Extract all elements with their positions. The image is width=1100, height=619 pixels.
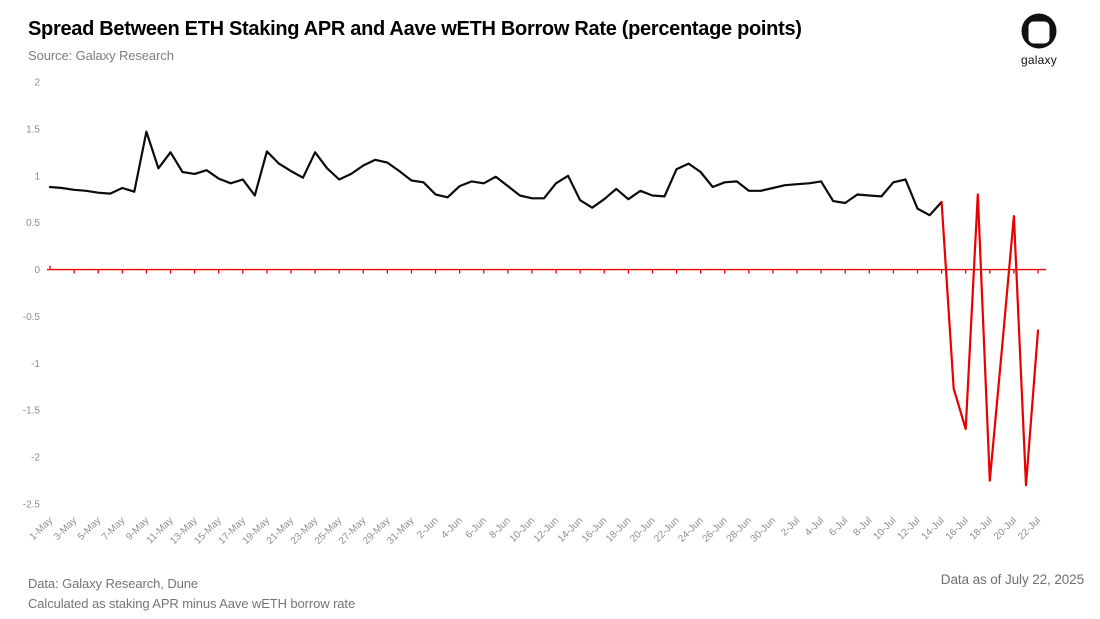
galaxy-logo-label: galaxy <box>1021 53 1057 67</box>
svg-text:6-Jul: 6-Jul <box>827 515 850 538</box>
svg-text:2-Jun: 2-Jun <box>415 515 440 540</box>
svg-text:16-Jul: 16-Jul <box>944 515 971 542</box>
svg-text:12-Jul: 12-Jul <box>896 515 923 542</box>
svg-text:6-Jun: 6-Jun <box>463 515 488 540</box>
svg-text:14-Jun: 14-Jun <box>556 515 585 544</box>
svg-text:-2.5: -2.5 <box>23 500 41 511</box>
svg-text:18-Jul: 18-Jul <box>968 515 995 542</box>
svg-text:3-May: 3-May <box>52 515 79 542</box>
zero-axis <box>47 265 1046 274</box>
svg-text:2-Jul: 2-Jul <box>779 515 802 538</box>
svg-text:1-May: 1-May <box>28 515 55 542</box>
svg-text:16-Jun: 16-Jun <box>580 515 609 544</box>
svg-text:2: 2 <box>34 78 40 89</box>
series-line-negative <box>940 193 1040 487</box>
svg-text:4-Jul: 4-Jul <box>803 515 826 538</box>
svg-text:26-Jun: 26-Jun <box>700 515 729 544</box>
svg-text:31-May: 31-May <box>385 515 416 546</box>
svg-text:-1.5: -1.5 <box>23 406 41 417</box>
footer-as-of: Data as of July 22, 2025 <box>940 572 1084 587</box>
x-axis-labels: 1-May3-May5-May7-May9-May11-May13-May15-… <box>28 515 1043 546</box>
footer-data-note: Data: Galaxy Research, Dune <box>28 576 198 591</box>
svg-text:20-Jun: 20-Jun <box>628 515 657 544</box>
galaxy-logo: galaxy <box>1006 12 1072 67</box>
svg-text:10-Jul: 10-Jul <box>871 515 898 542</box>
svg-text:10-Jun: 10-Jun <box>508 515 537 544</box>
y-axis-labels: 2 1.5 1 0.5 0 -0.5 -1 -1.5 -2 -2.5 <box>23 78 41 511</box>
source-label: Source: Galaxy Research <box>28 48 174 63</box>
svg-text:30-Jun: 30-Jun <box>749 515 778 544</box>
svg-text:20-Jul: 20-Jul <box>992 515 1019 542</box>
svg-text:12-Jun: 12-Jun <box>532 515 561 544</box>
svg-text:4-Jun: 4-Jun <box>439 515 464 540</box>
footer-notes: Data: Galaxy Research, Dune Calculated a… <box>28 574 355 614</box>
svg-text:1: 1 <box>34 171 40 182</box>
svg-text:-0.5: -0.5 <box>23 312 41 323</box>
svg-text:22-Jul: 22-Jul <box>1016 515 1043 542</box>
svg-text:7-May: 7-May <box>100 515 127 542</box>
svg-text:22-Jun: 22-Jun <box>652 515 681 544</box>
svg-text:0: 0 <box>34 265 40 276</box>
svg-text:24-Jun: 24-Jun <box>676 515 705 544</box>
svg-text:-2: -2 <box>31 453 40 464</box>
svg-text:28-Jun: 28-Jun <box>725 515 754 544</box>
svg-text:0.5: 0.5 <box>26 218 40 229</box>
svg-text:-1: -1 <box>31 359 40 370</box>
svg-text:5-May: 5-May <box>76 515 103 542</box>
svg-text:14-Jul: 14-Jul <box>920 515 947 542</box>
page-title: Spread Between ETH Staking APR and Aave … <box>28 18 802 40</box>
footer-method-note: Calculated as staking APR minus Aave wET… <box>28 596 356 611</box>
svg-text:18-Jun: 18-Jun <box>604 515 633 544</box>
svg-text:1.5: 1.5 <box>26 124 40 135</box>
galaxy-logo-icon <box>1021 13 1057 49</box>
series-line-positive <box>48 130 943 217</box>
